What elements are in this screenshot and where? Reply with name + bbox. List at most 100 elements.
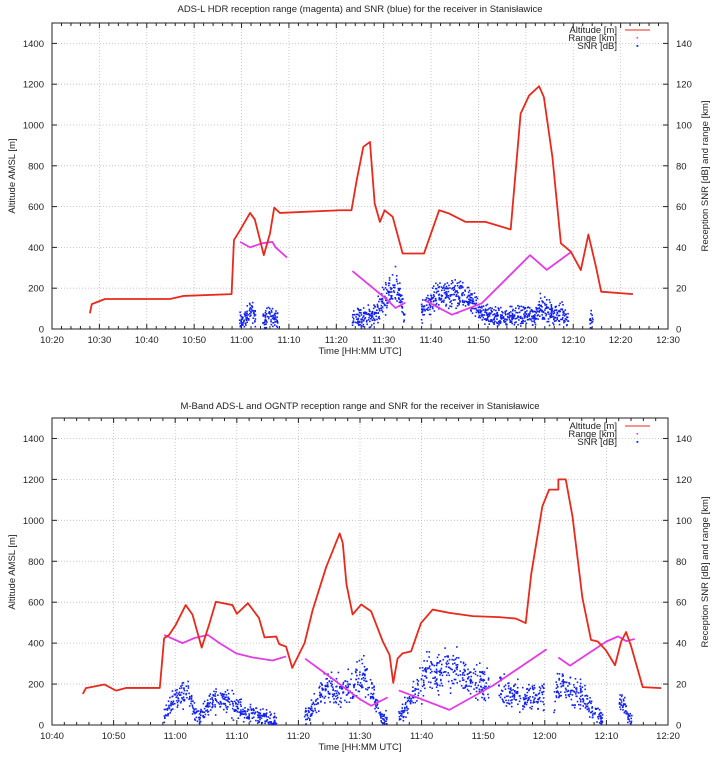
- snr-point: [480, 671, 482, 673]
- snr-point: [501, 314, 503, 316]
- snr-point: [537, 708, 539, 710]
- snr-point: [422, 308, 424, 310]
- snr-point: [514, 317, 517, 320]
- snr-point: [246, 321, 248, 324]
- snr-point: [468, 302, 470, 305]
- x-tick-label: 11:30: [372, 335, 395, 346]
- snr-point: [405, 705, 408, 708]
- snr-point: [437, 653, 440, 656]
- snr-point: [505, 705, 508, 707]
- snr-point: [554, 700, 557, 703]
- snr-point: [563, 314, 566, 317]
- snr-point: [457, 674, 459, 677]
- snr-point: [266, 315, 269, 318]
- snr-point: [331, 686, 334, 688]
- snr-point: [589, 322, 592, 325]
- snr-point: [249, 703, 252, 706]
- snr-point: [474, 684, 477, 686]
- snr-point: [528, 313, 531, 316]
- snr-point: [424, 675, 427, 677]
- snr-point: [265, 708, 268, 711]
- snr-point: [264, 314, 267, 316]
- snr-point: [499, 677, 501, 679]
- snr-point: [253, 311, 255, 314]
- snr-point: [436, 290, 438, 293]
- snr-point: [235, 699, 238, 701]
- snr-point: [361, 662, 364, 665]
- snr-point: [378, 712, 380, 714]
- snr-point: [239, 703, 242, 706]
- snr-point: [505, 695, 508, 698]
- snr-point: [588, 710, 590, 713]
- snr-point: [487, 696, 490, 699]
- snr-point: [270, 323, 273, 326]
- snr-point: [538, 315, 541, 318]
- snr-point: [183, 687, 185, 689]
- snr-point: [402, 298, 404, 300]
- y-tick-label: 800: [28, 557, 44, 568]
- snr-point: [351, 314, 354, 316]
- snr-point: [469, 299, 471, 302]
- x-tick-label: 12:10: [561, 335, 585, 346]
- snr-point: [447, 290, 450, 293]
- legend-range: Range [km]: [568, 429, 617, 440]
- snr-point: [588, 716, 591, 718]
- snr-point: [357, 681, 359, 684]
- snr-point: [586, 703, 589, 705]
- snr-point: [620, 704, 623, 707]
- snr-point: [236, 707, 239, 710]
- snr-point: [331, 683, 333, 686]
- snr-point: [501, 690, 504, 692]
- snr-point: [239, 314, 242, 317]
- snr-point: [447, 680, 450, 683]
- snr-point: [478, 681, 481, 683]
- snr-point: [574, 691, 576, 693]
- snr-point: [571, 704, 574, 706]
- snr-point: [536, 307, 539, 310]
- snr-point: [506, 313, 509, 315]
- snr-point: [342, 681, 345, 684]
- snr-point: [383, 715, 385, 717]
- snr-point: [499, 306, 502, 309]
- snr-point: [344, 699, 346, 702]
- snr-point: [304, 711, 307, 713]
- snr-point: [533, 687, 536, 689]
- snr-point: [272, 716, 275, 719]
- snr-point: [305, 718, 307, 721]
- snr-point: [422, 694, 425, 697]
- snr-point: [544, 312, 547, 315]
- snr-point: [627, 721, 629, 724]
- snr-point: [524, 315, 527, 318]
- snr-point: [600, 716, 602, 719]
- snr-point: [475, 682, 477, 684]
- snr-point: [412, 701, 414, 704]
- snr-point: [424, 299, 426, 301]
- snr-point: [360, 327, 363, 330]
- snr-point: [573, 686, 576, 689]
- snr-point: [234, 708, 236, 711]
- snr-point: [414, 689, 416, 692]
- snr-point: [267, 306, 270, 309]
- snr-point: [555, 314, 558, 316]
- snr-point: [579, 700, 582, 703]
- snr-point: [524, 320, 526, 323]
- snr-point: [381, 286, 384, 289]
- snr-point: [514, 689, 516, 692]
- snr-point: [436, 670, 438, 673]
- snr-point: [621, 706, 624, 709]
- snr-point: [211, 698, 214, 701]
- snr-point: [203, 716, 205, 719]
- altitude-line: [89, 85, 634, 314]
- snr-point: [305, 710, 308, 713]
- snr-point: [372, 692, 375, 695]
- snr-point: [429, 313, 432, 316]
- snr-point: [559, 310, 561, 313]
- snr-point: [473, 307, 476, 310]
- snr-point: [483, 687, 486, 689]
- snr-point: [193, 702, 196, 704]
- snr-point: [254, 314, 257, 316]
- snr-point: [440, 294, 443, 296]
- snr-point: [618, 703, 621, 705]
- y-tick-label: 1400: [23, 434, 44, 445]
